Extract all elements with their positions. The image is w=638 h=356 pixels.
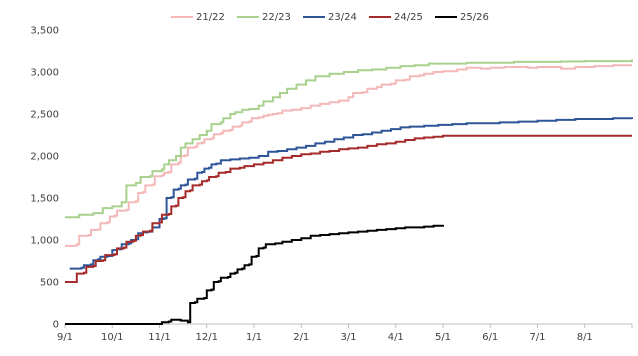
y-tick-label: 500: [40, 278, 59, 289]
series-line-21-22: [65, 64, 632, 247]
x-tick-label: 12/1: [196, 332, 218, 343]
y-tick-label: 3,000: [30, 68, 59, 79]
series-line-24-25: [65, 134, 632, 283]
x-tick-label: 6/1: [482, 332, 498, 343]
x-tick-label: 1/1: [246, 332, 262, 343]
legend-label: 23/24: [328, 12, 357, 23]
y-tick-label: 2,500: [30, 110, 59, 121]
y-axis-tick-labels: 0 500 1,000 1,500 2,000 2,500 3,000 3,500: [30, 26, 59, 331]
series-layer: [65, 59, 633, 325]
x-tick-label: 8/1: [577, 332, 593, 343]
y-tick-label: 2,000: [30, 152, 59, 163]
x-tick-label: 2/1: [293, 332, 309, 343]
y-tick-label: 3,500: [30, 26, 59, 37]
x-tick-label: 5/1: [435, 332, 451, 343]
series-line-25-26: [65, 224, 444, 325]
legend-label: 22/23: [262, 12, 291, 23]
x-tick-label: 11/1: [148, 332, 170, 343]
x-tick-label: 9/1: [57, 332, 73, 343]
legend-label: 21/22: [196, 12, 225, 23]
y-tick-label: 0: [53, 320, 59, 331]
legend: 21/22 22/23 23/24 24/25 25/26: [171, 12, 489, 23]
x-tick-label: 10/1: [101, 332, 123, 343]
legend-label: 24/25: [394, 12, 423, 23]
x-axis: 9/1 10/1 11/1 12/1 1/1 2/1 3/1 4/1 5/1 6/1 7/1 8/1: [57, 323, 633, 343]
series-line-22-23: [65, 59, 633, 219]
x-tick-label: 3/1: [340, 332, 356, 343]
x-tick-label: 7/1: [529, 332, 545, 343]
legend-label: 25/26: [460, 12, 489, 23]
y-tick-label: 1,000: [30, 236, 59, 247]
y-tick-label: 1,500: [30, 194, 59, 205]
x-tick-label: 4/1: [388, 332, 404, 343]
series-line-23-24: [69, 117, 633, 270]
